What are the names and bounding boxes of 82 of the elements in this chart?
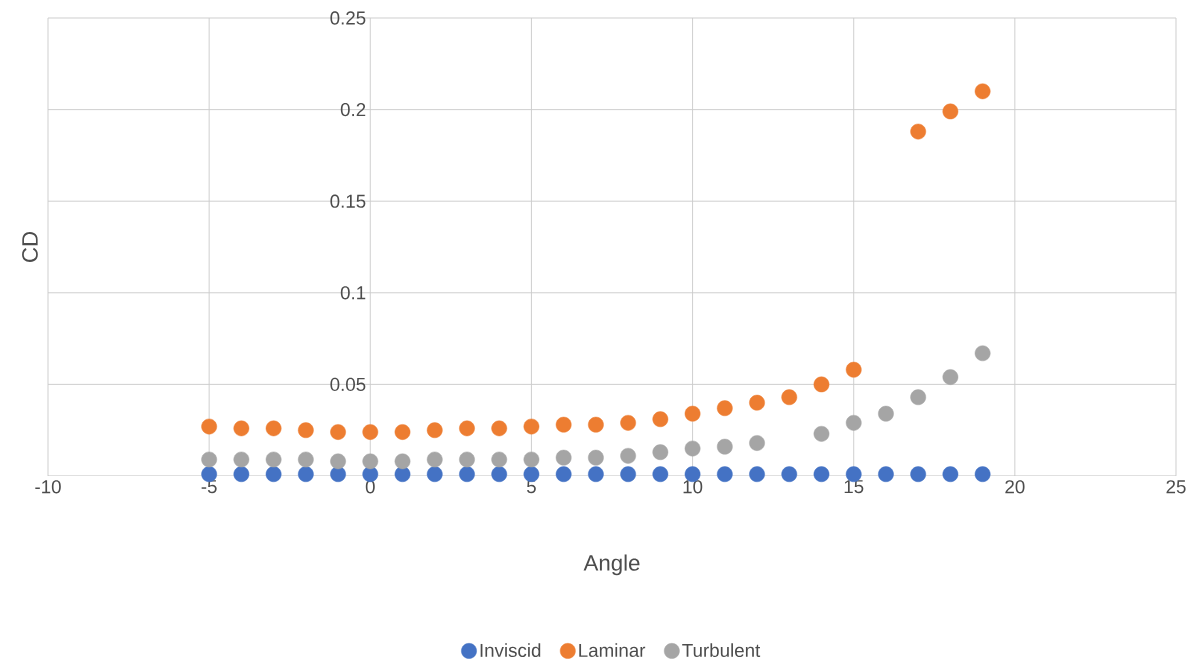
point: [620, 466, 636, 483]
point: [394, 424, 411, 440]
point: [942, 369, 959, 385]
point: [684, 405, 701, 422]
x-tick-label: 15: [844, 480, 864, 494]
y-axis-title: CD: [22, 231, 38, 262]
point: [555, 416, 572, 433]
point: [588, 466, 604, 483]
x-tick-label: 25: [1166, 480, 1186, 494]
point: [201, 451, 217, 468]
point: [265, 420, 282, 437]
point: [652, 444, 669, 461]
point: [749, 466, 765, 483]
point: [845, 361, 862, 378]
point: [813, 466, 830, 483]
point: [426, 466, 443, 483]
point: [362, 453, 379, 470]
point: [620, 415, 636, 431]
point: [652, 466, 669, 483]
point: [426, 451, 443, 468]
point: [265, 466, 282, 483]
point: [974, 83, 991, 100]
y-tick-label: 0.15: [330, 194, 366, 208]
point: [910, 389, 927, 406]
point: [588, 449, 604, 466]
point: [620, 447, 636, 464]
point: [297, 451, 314, 468]
point: [426, 422, 443, 439]
point: [297, 466, 314, 483]
point: [716, 466, 733, 483]
point: [974, 345, 991, 362]
point: [233, 466, 250, 483]
point: [233, 451, 250, 468]
y-tick-label: 0.2: [340, 102, 366, 117]
point: [297, 422, 314, 439]
point: [878, 466, 894, 483]
point: [233, 420, 250, 437]
point: [781, 466, 798, 483]
x-axis-title: Angle: [583, 554, 640, 576]
y-tick-label: 0.05: [330, 377, 366, 392]
y-tick-label: 0.25: [330, 11, 366, 25]
point: [910, 466, 927, 483]
y-tick-label: 0.1: [340, 286, 366, 300]
x-tick-label: 20: [1005, 480, 1025, 494]
point: [555, 449, 572, 466]
point: [523, 418, 540, 435]
point: [362, 424, 379, 440]
point: [974, 466, 991, 483]
point: [555, 466, 572, 483]
point: [878, 405, 894, 422]
point: [459, 420, 475, 437]
point: [813, 376, 830, 393]
point: [749, 435, 765, 451]
point: [588, 416, 604, 433]
legend-label: Inviscid: [480, 643, 541, 658]
point: [394, 453, 411, 470]
point: [749, 394, 765, 411]
x-tick-label: 10: [683, 480, 703, 494]
point: [491, 420, 508, 437]
point: [265, 451, 282, 468]
point: [813, 426, 830, 442]
legend-label: Turbulent: [682, 643, 761, 658]
point: [491, 451, 508, 468]
point: [716, 438, 733, 455]
point: [459, 451, 475, 468]
point: [845, 415, 862, 431]
point: [523, 451, 540, 468]
point: [652, 411, 669, 428]
point: [684, 440, 701, 457]
x-tick-label: -10: [35, 480, 61, 494]
point: [716, 400, 733, 417]
point: [491, 466, 508, 483]
point: [781, 389, 798, 406]
point: [330, 424, 346, 440]
point: [201, 418, 217, 435]
point: [942, 103, 959, 120]
point: [942, 466, 959, 483]
point: [330, 453, 346, 470]
x-tick-label: -5: [201, 480, 217, 494]
point: [910, 123, 927, 140]
legend-label: Laminar: [579, 643, 646, 658]
point: [459, 466, 475, 483]
